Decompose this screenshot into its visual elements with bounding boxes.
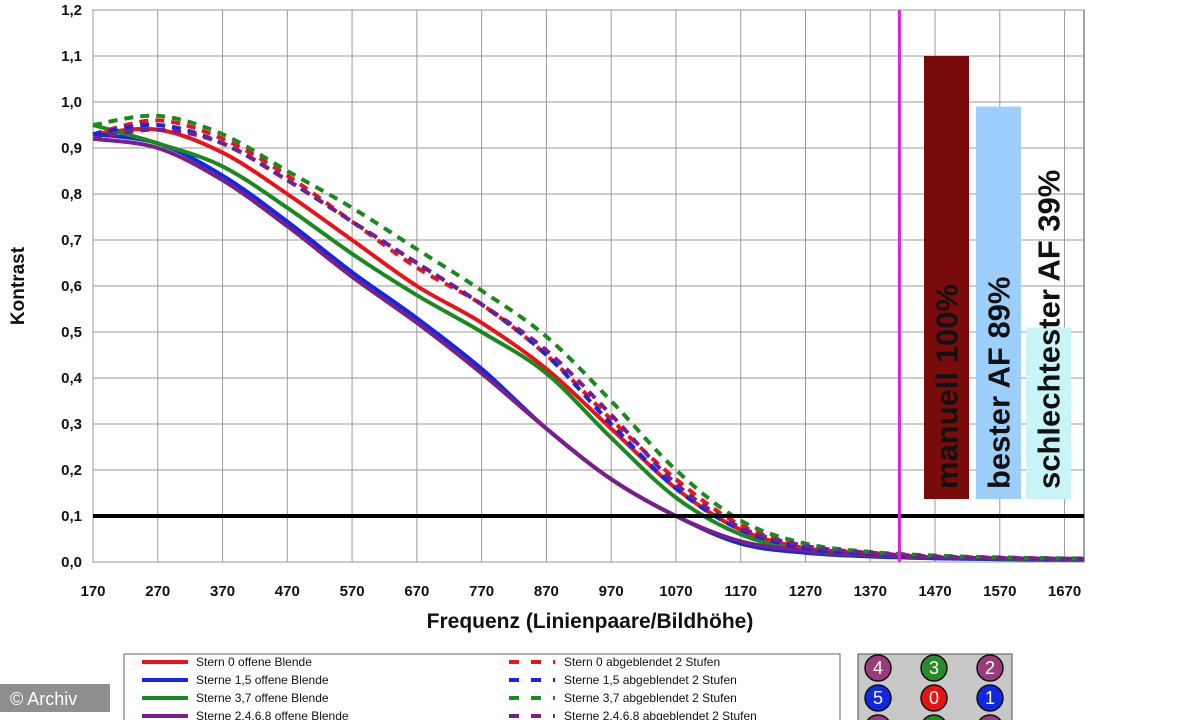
bar-label: schlechtester AF 39% [1032, 170, 1067, 489]
star-position-badges: 4 3 2 5 0 1 [857, 653, 1013, 720]
x-tick-label: 770 [469, 583, 494, 600]
x-tick-label: 1470 [918, 583, 951, 600]
star-badge-number: 5 [873, 688, 883, 708]
star-badge [978, 714, 1002, 720]
x-tick-label: 370 [210, 583, 235, 600]
x-tick-label: 670 [404, 583, 429, 600]
star-badge [920, 654, 948, 682]
y-tick-label: 1,0 [61, 94, 82, 111]
bar [976, 106, 1021, 499]
legend-label: Sterne 3,7 abgeblendet 2 Stufen [564, 691, 737, 705]
legend-label: Sterne 2,4,6,8 abgeblendet 2 Stufen [564, 709, 757, 720]
y-tick-label: 1,1 [61, 48, 82, 65]
star-badge [866, 714, 890, 720]
legend-label: Stern 0 abgeblendet 2 Stufen [564, 655, 720, 669]
star-badge [864, 654, 892, 682]
y-tick-label: 0,2 [61, 462, 82, 479]
legend: Stern 0 offene Blende Sterne 1,5 offene B… [123, 653, 841, 720]
x-tick-label: 1570 [983, 583, 1016, 600]
star-badge [976, 684, 1004, 712]
bar-label: manuell 100% [930, 284, 965, 489]
y-tick-label: 0,3 [61, 416, 82, 433]
y-tick-labels: 0,0 0,1 0,2 0,3 0,4 0,5 0,6 0,7 0,8 0,9 1,0 1,1 1,2 [61, 2, 83, 571]
y-tick-label: 0,4 [61, 370, 83, 387]
series-line-dashed [92, 127, 1085, 561]
x-tick-label: 1270 [789, 583, 822, 600]
watermark-text: © Archiv [10, 689, 77, 709]
x-tick-label: 470 [275, 583, 300, 600]
x-tick-labels: 170 270 370 470 570 670 770 870 970 1070 1170 1270 1… [80, 583, 1081, 600]
legend-label: Sterne 1,5 offene Blende [196, 673, 329, 687]
x-tick-label: 1070 [659, 583, 692, 600]
star-badge-number: 0 [929, 688, 939, 708]
x-axis-title: Frequenz (Linienpaare/Bildhöhe) [427, 610, 754, 633]
bars-group: manuell 100% bester AF 89% schlechtester A… [924, 56, 1071, 499]
legend-label: Stern 0 offene Blende [196, 655, 312, 669]
bar [924, 56, 969, 499]
legend-label: Sterne 2,4,6,8 offene Blende [196, 709, 349, 720]
star-badge [920, 684, 948, 712]
series-line-dashed [92, 122, 1085, 562]
y-tick-label: 1,2 [61, 2, 82, 19]
y-tick-label: 0,7 [61, 232, 82, 249]
x-tick-label: 970 [599, 583, 624, 600]
y-tick-label: 0,0 [61, 554, 82, 571]
y-tick-label: 0,5 [61, 324, 82, 341]
star-badge [864, 684, 892, 712]
bar-label: bester AF 89% [982, 277, 1017, 490]
star-badge [976, 654, 1004, 682]
x-tick-label: 870 [534, 583, 559, 600]
y-tick-label: 0,8 [61, 186, 82, 203]
bar [1026, 327, 1071, 499]
x-tick-label: 170 [80, 583, 105, 600]
star-badge-number: 4 [873, 658, 883, 678]
legend-box [123, 653, 841, 720]
reference-lines [93, 10, 1084, 562]
y-tick-label: 0,1 [61, 508, 82, 525]
series-line-dashed [92, 118, 1085, 561]
series-line-solid [92, 136, 1085, 561]
x-tick-label: 1370 [854, 583, 887, 600]
y-tick-label: 0,6 [61, 278, 82, 295]
x-tick-label: 270 [145, 583, 170, 600]
x-tick-label: 1670 [1048, 583, 1081, 600]
star-badge [922, 714, 946, 720]
x-tick-label: 1170 [724, 583, 757, 600]
y-axis-title: Kontrast [8, 246, 29, 325]
star-badge-number: 3 [929, 658, 939, 678]
legend-label: Sterne 3,7 offene Blende [196, 691, 329, 705]
y-tick-label: 0,9 [61, 140, 82, 157]
star-badge-number: 2 [985, 658, 995, 678]
series-line-dashed [92, 113, 1085, 561]
star-badge-number: 1 [985, 688, 995, 708]
x-tick-label: 570 [340, 583, 365, 600]
legend-label: Sterne 1,5 abgeblendet 2 Stufen [564, 673, 737, 687]
watermark: © Archiv [0, 684, 110, 712]
series-lines [92, 113, 1085, 562]
